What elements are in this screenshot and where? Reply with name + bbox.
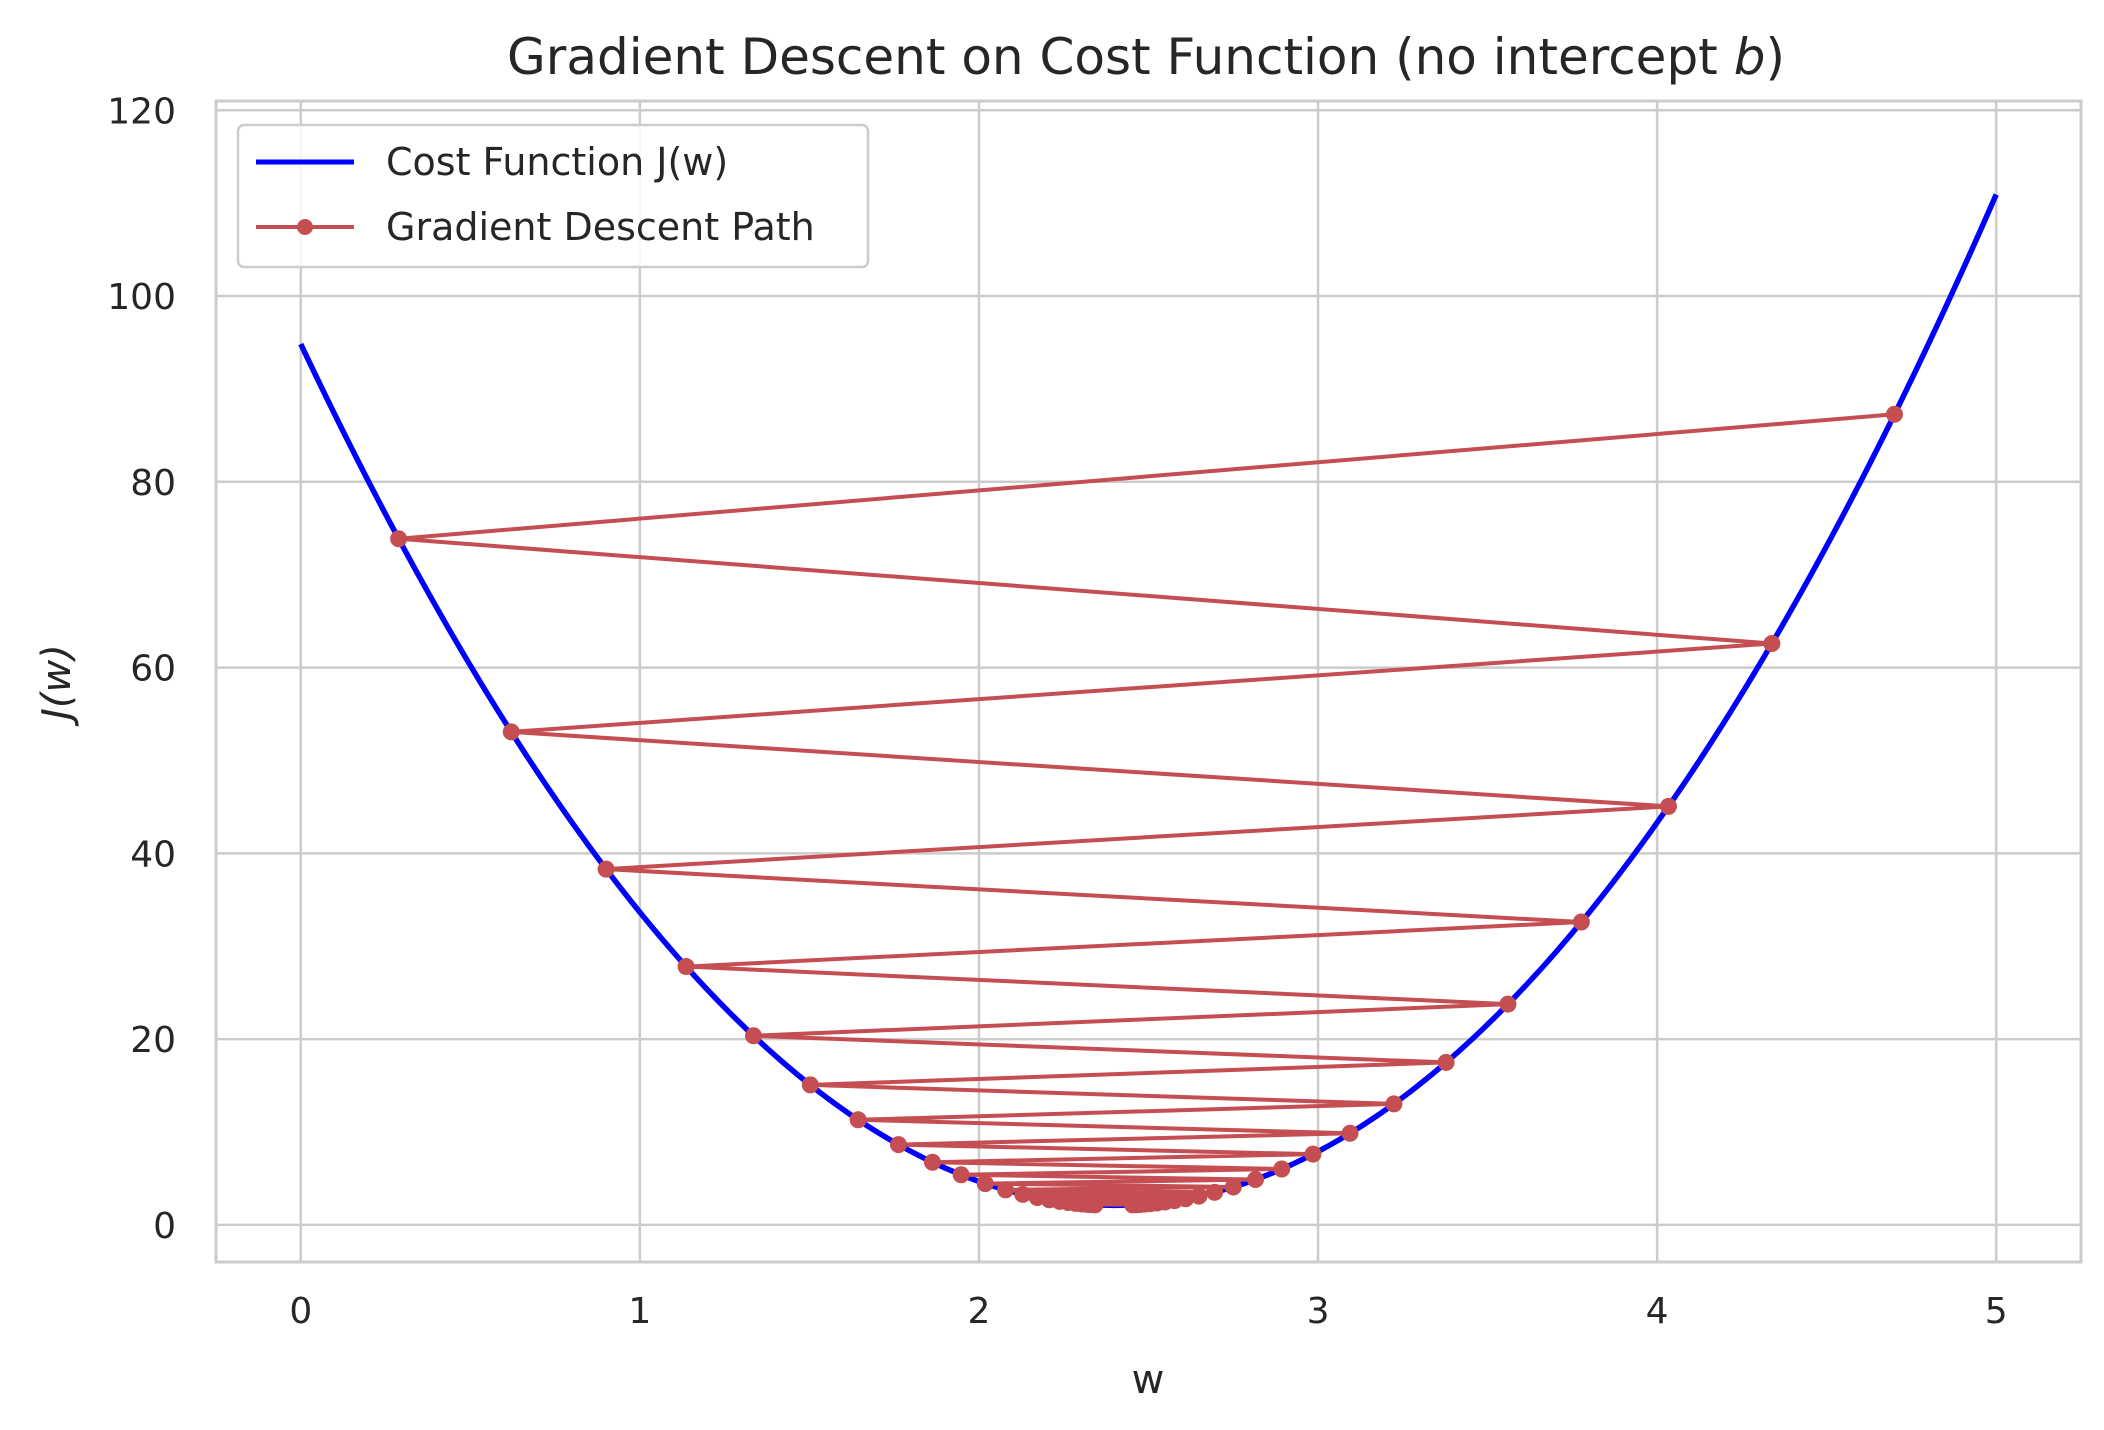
gradient-descent-point (1659, 797, 1677, 815)
x-tick-label: 2 (968, 1291, 991, 1332)
y-tick-label: 100 (107, 277, 176, 318)
chart-title: Gradient Descent on Cost Function (no in… (507, 28, 1785, 86)
grid-lines (216, 101, 2081, 1262)
y-axis-label: J(w) (34, 644, 80, 727)
legend-marker-gradient-descent-path (297, 219, 313, 235)
x-axis-label: w (1132, 1357, 1165, 1403)
y-tick-label: 40 (130, 834, 176, 875)
x-tick-label: 5 (1985, 1291, 2008, 1332)
y-tick-label: 120 (107, 91, 176, 132)
gradient-descent-point (1014, 1185, 1032, 1203)
gradient-descent-point (744, 1027, 762, 1045)
gradient-descent-point (1124, 1196, 1142, 1214)
gradient-descent-point (1437, 1053, 1455, 1071)
x-tick-label: 0 (289, 1291, 312, 1332)
x-tick-label: 1 (628, 1291, 651, 1332)
gradient-descent-point (1763, 635, 1781, 653)
gradient-descent-point (1341, 1124, 1359, 1142)
gradient-descent-point (1190, 1187, 1208, 1205)
legend-label-gradient-descent-path: Gradient Descent Path (386, 205, 815, 249)
gradient-descent-point (1886, 405, 1903, 423)
y-tick-label: 0 (153, 1206, 176, 1247)
y-tick-label: 60 (130, 649, 176, 690)
gradient-descent-point (976, 1175, 994, 1193)
gradient-descent-point (801, 1076, 819, 1094)
gradient-descent-point (390, 530, 408, 548)
gradient-descent-point (849, 1111, 867, 1129)
gradient-descent-point (1206, 1183, 1224, 1201)
y-tick-labels: 0 20 40 60 80 100 120 (107, 91, 176, 1247)
gradient-descent-point (952, 1166, 970, 1184)
x-tick-labels: 0 1 2 3 4 5 (289, 1291, 2007, 1332)
gradient-descent-point (1304, 1145, 1322, 1163)
gradient-descent-point (1499, 995, 1517, 1013)
y-tick-label: 20 (130, 1020, 176, 1061)
legend-label-cost-function: Cost Function J(w) (386, 140, 728, 184)
gradient-descent-point (597, 860, 615, 878)
gradient-descent-point (502, 723, 520, 741)
gradient-descent-point (1086, 1196, 1104, 1214)
y-tick-label: 80 (130, 463, 176, 504)
gradient-descent-point (1273, 1160, 1291, 1178)
series-layer (298, 193, 1999, 1214)
gradient-descent-point (677, 958, 695, 976)
gradient-descent-point (997, 1181, 1015, 1199)
gradient-descent-point (1572, 913, 1590, 931)
legend-box (236, 123, 870, 269)
gradient-descent-point (1385, 1095, 1403, 1113)
plot-frame (214, 99, 2083, 1264)
gradient-descent-point (1224, 1178, 1242, 1196)
gradient-descent-point (923, 1153, 941, 1171)
x-tick-label: 3 (1307, 1291, 1330, 1332)
x-tick-label: 4 (1646, 1291, 1669, 1332)
gradient-descent-point (1246, 1171, 1264, 1189)
gradient-descent-point (889, 1136, 907, 1154)
legend: Cost Function J(w) Gradient Descent Path (236, 123, 870, 269)
